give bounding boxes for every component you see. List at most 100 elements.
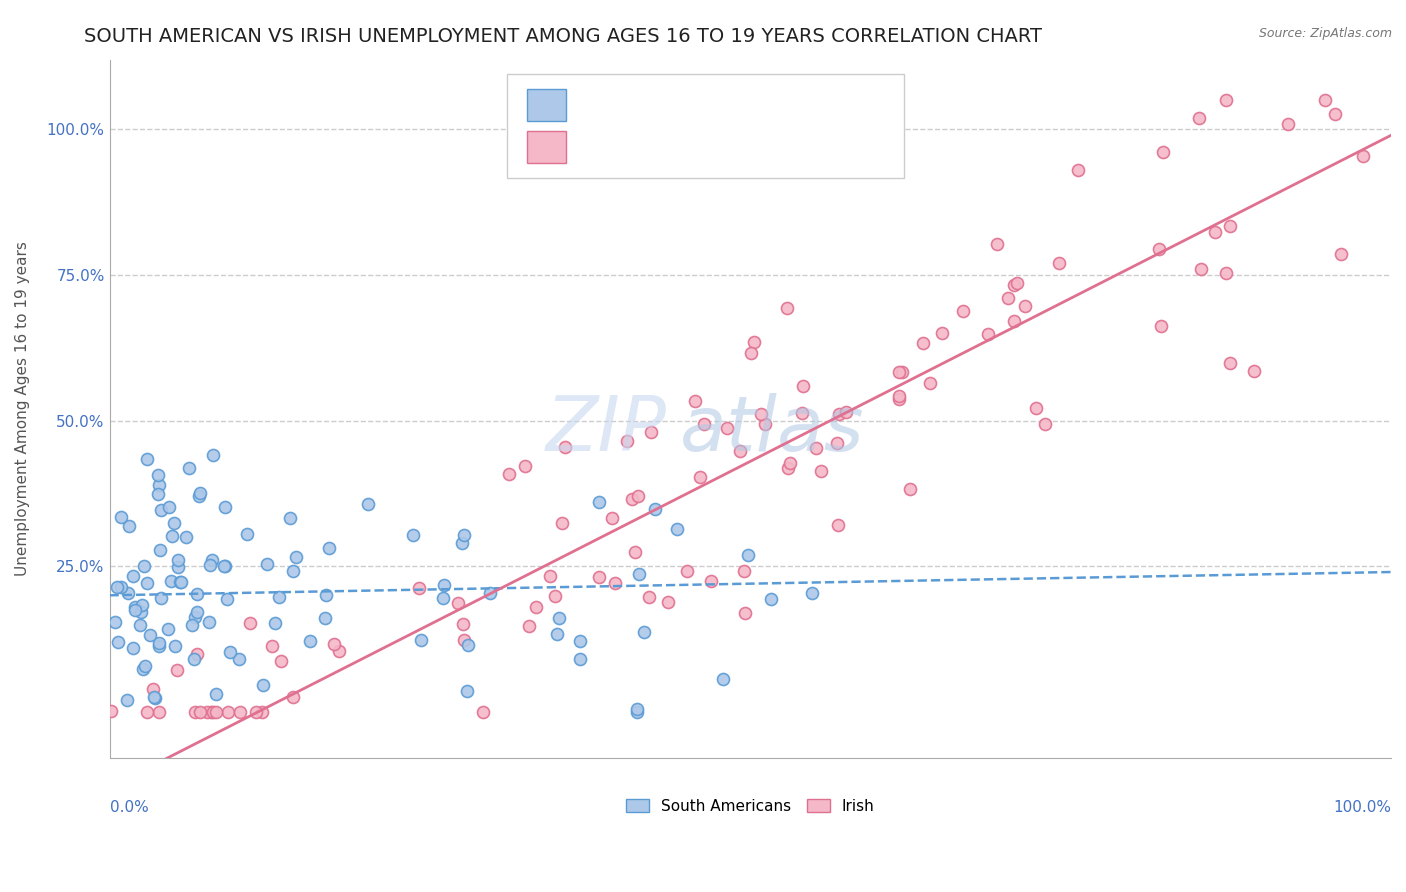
- Point: [201, 553, 224, 567]
- Point: [323, 637, 346, 651]
- Point: [117, 586, 139, 600]
- Point: [160, 529, 183, 543]
- Point: [214, 500, 236, 514]
- Point: [457, 638, 479, 652]
- Point: [183, 652, 205, 666]
- Point: [1219, 356, 1241, 370]
- Point: [188, 486, 211, 500]
- Point: [250, 705, 273, 719]
- Point: [633, 625, 655, 640]
- Point: [129, 605, 152, 619]
- Point: [202, 448, 225, 462]
- Point: [835, 405, 858, 419]
- Point: [546, 627, 568, 641]
- Point: [472, 705, 495, 719]
- Point: [478, 586, 501, 600]
- Point: [889, 388, 911, 402]
- Point: [626, 705, 648, 719]
- Point: [285, 550, 308, 565]
- Point: [131, 599, 153, 613]
- Point: [204, 705, 226, 719]
- Point: [229, 705, 252, 719]
- Point: [524, 600, 547, 615]
- Point: [218, 645, 240, 659]
- Point: [132, 662, 155, 676]
- Point: [162, 516, 184, 530]
- Point: [733, 564, 755, 578]
- Point: [205, 687, 228, 701]
- Point: [107, 634, 129, 648]
- Point: [110, 580, 132, 594]
- Point: [408, 581, 430, 595]
- FancyBboxPatch shape: [527, 88, 565, 121]
- Point: [105, 580, 128, 594]
- Point: [433, 578, 456, 592]
- Point: [624, 545, 647, 559]
- Point: [456, 684, 478, 698]
- Point: [1147, 242, 1170, 256]
- Point: [100, 704, 122, 718]
- Point: [318, 541, 340, 555]
- Point: [887, 365, 910, 379]
- Point: [328, 644, 350, 658]
- Point: [977, 326, 1000, 341]
- Point: [150, 591, 173, 605]
- Point: [148, 639, 170, 653]
- Point: [183, 609, 205, 624]
- Point: [683, 393, 706, 408]
- Text: N =: N =: [709, 138, 766, 156]
- Point: [627, 567, 650, 582]
- Point: [314, 611, 336, 625]
- Text: 0.0%: 0.0%: [110, 800, 148, 815]
- Point: [357, 497, 380, 511]
- Point: [143, 691, 166, 706]
- Point: [217, 705, 239, 719]
- Point: [1204, 225, 1226, 239]
- Point: [1152, 145, 1174, 159]
- Point: [432, 591, 454, 605]
- FancyBboxPatch shape: [506, 73, 904, 178]
- Point: [136, 576, 159, 591]
- Point: [202, 705, 225, 719]
- Point: [1215, 94, 1237, 108]
- Point: [547, 610, 569, 624]
- Point: [1025, 401, 1047, 416]
- Point: [693, 417, 716, 431]
- Point: [252, 678, 274, 692]
- Point: [453, 528, 475, 542]
- Point: [1323, 107, 1346, 121]
- Point: [228, 651, 250, 665]
- Point: [451, 536, 474, 550]
- Point: [1189, 261, 1212, 276]
- Point: [1313, 94, 1336, 108]
- Point: [186, 648, 208, 662]
- Point: [986, 236, 1008, 251]
- Point: [626, 702, 648, 716]
- Point: [827, 407, 849, 421]
- Point: [200, 705, 222, 719]
- Point: [588, 570, 610, 584]
- Point: [451, 617, 474, 632]
- Point: [135, 705, 157, 719]
- Point: [278, 511, 301, 525]
- Point: [519, 619, 541, 633]
- Point: [776, 301, 799, 315]
- Text: R =: R =: [583, 96, 623, 114]
- Point: [644, 502, 666, 516]
- Text: 98: 98: [773, 96, 799, 114]
- Text: SOUTH AMERICAN VS IRISH UNEMPLOYMENT AMONG AGES 16 TO 19 YEARS CORRELATION CHART: SOUTH AMERICAN VS IRISH UNEMPLOYMENT AMO…: [84, 27, 1042, 45]
- Point: [402, 528, 425, 542]
- Point: [149, 502, 172, 516]
- Point: [1002, 314, 1025, 328]
- Point: [666, 522, 689, 536]
- Point: [157, 500, 180, 514]
- Point: [165, 639, 187, 653]
- Point: [214, 559, 236, 574]
- Text: 0.669: 0.669: [637, 138, 695, 156]
- Point: [115, 693, 138, 707]
- Point: [146, 487, 169, 501]
- Point: [1351, 148, 1374, 162]
- Point: [149, 543, 172, 558]
- Point: [637, 591, 659, 605]
- Point: [657, 594, 679, 608]
